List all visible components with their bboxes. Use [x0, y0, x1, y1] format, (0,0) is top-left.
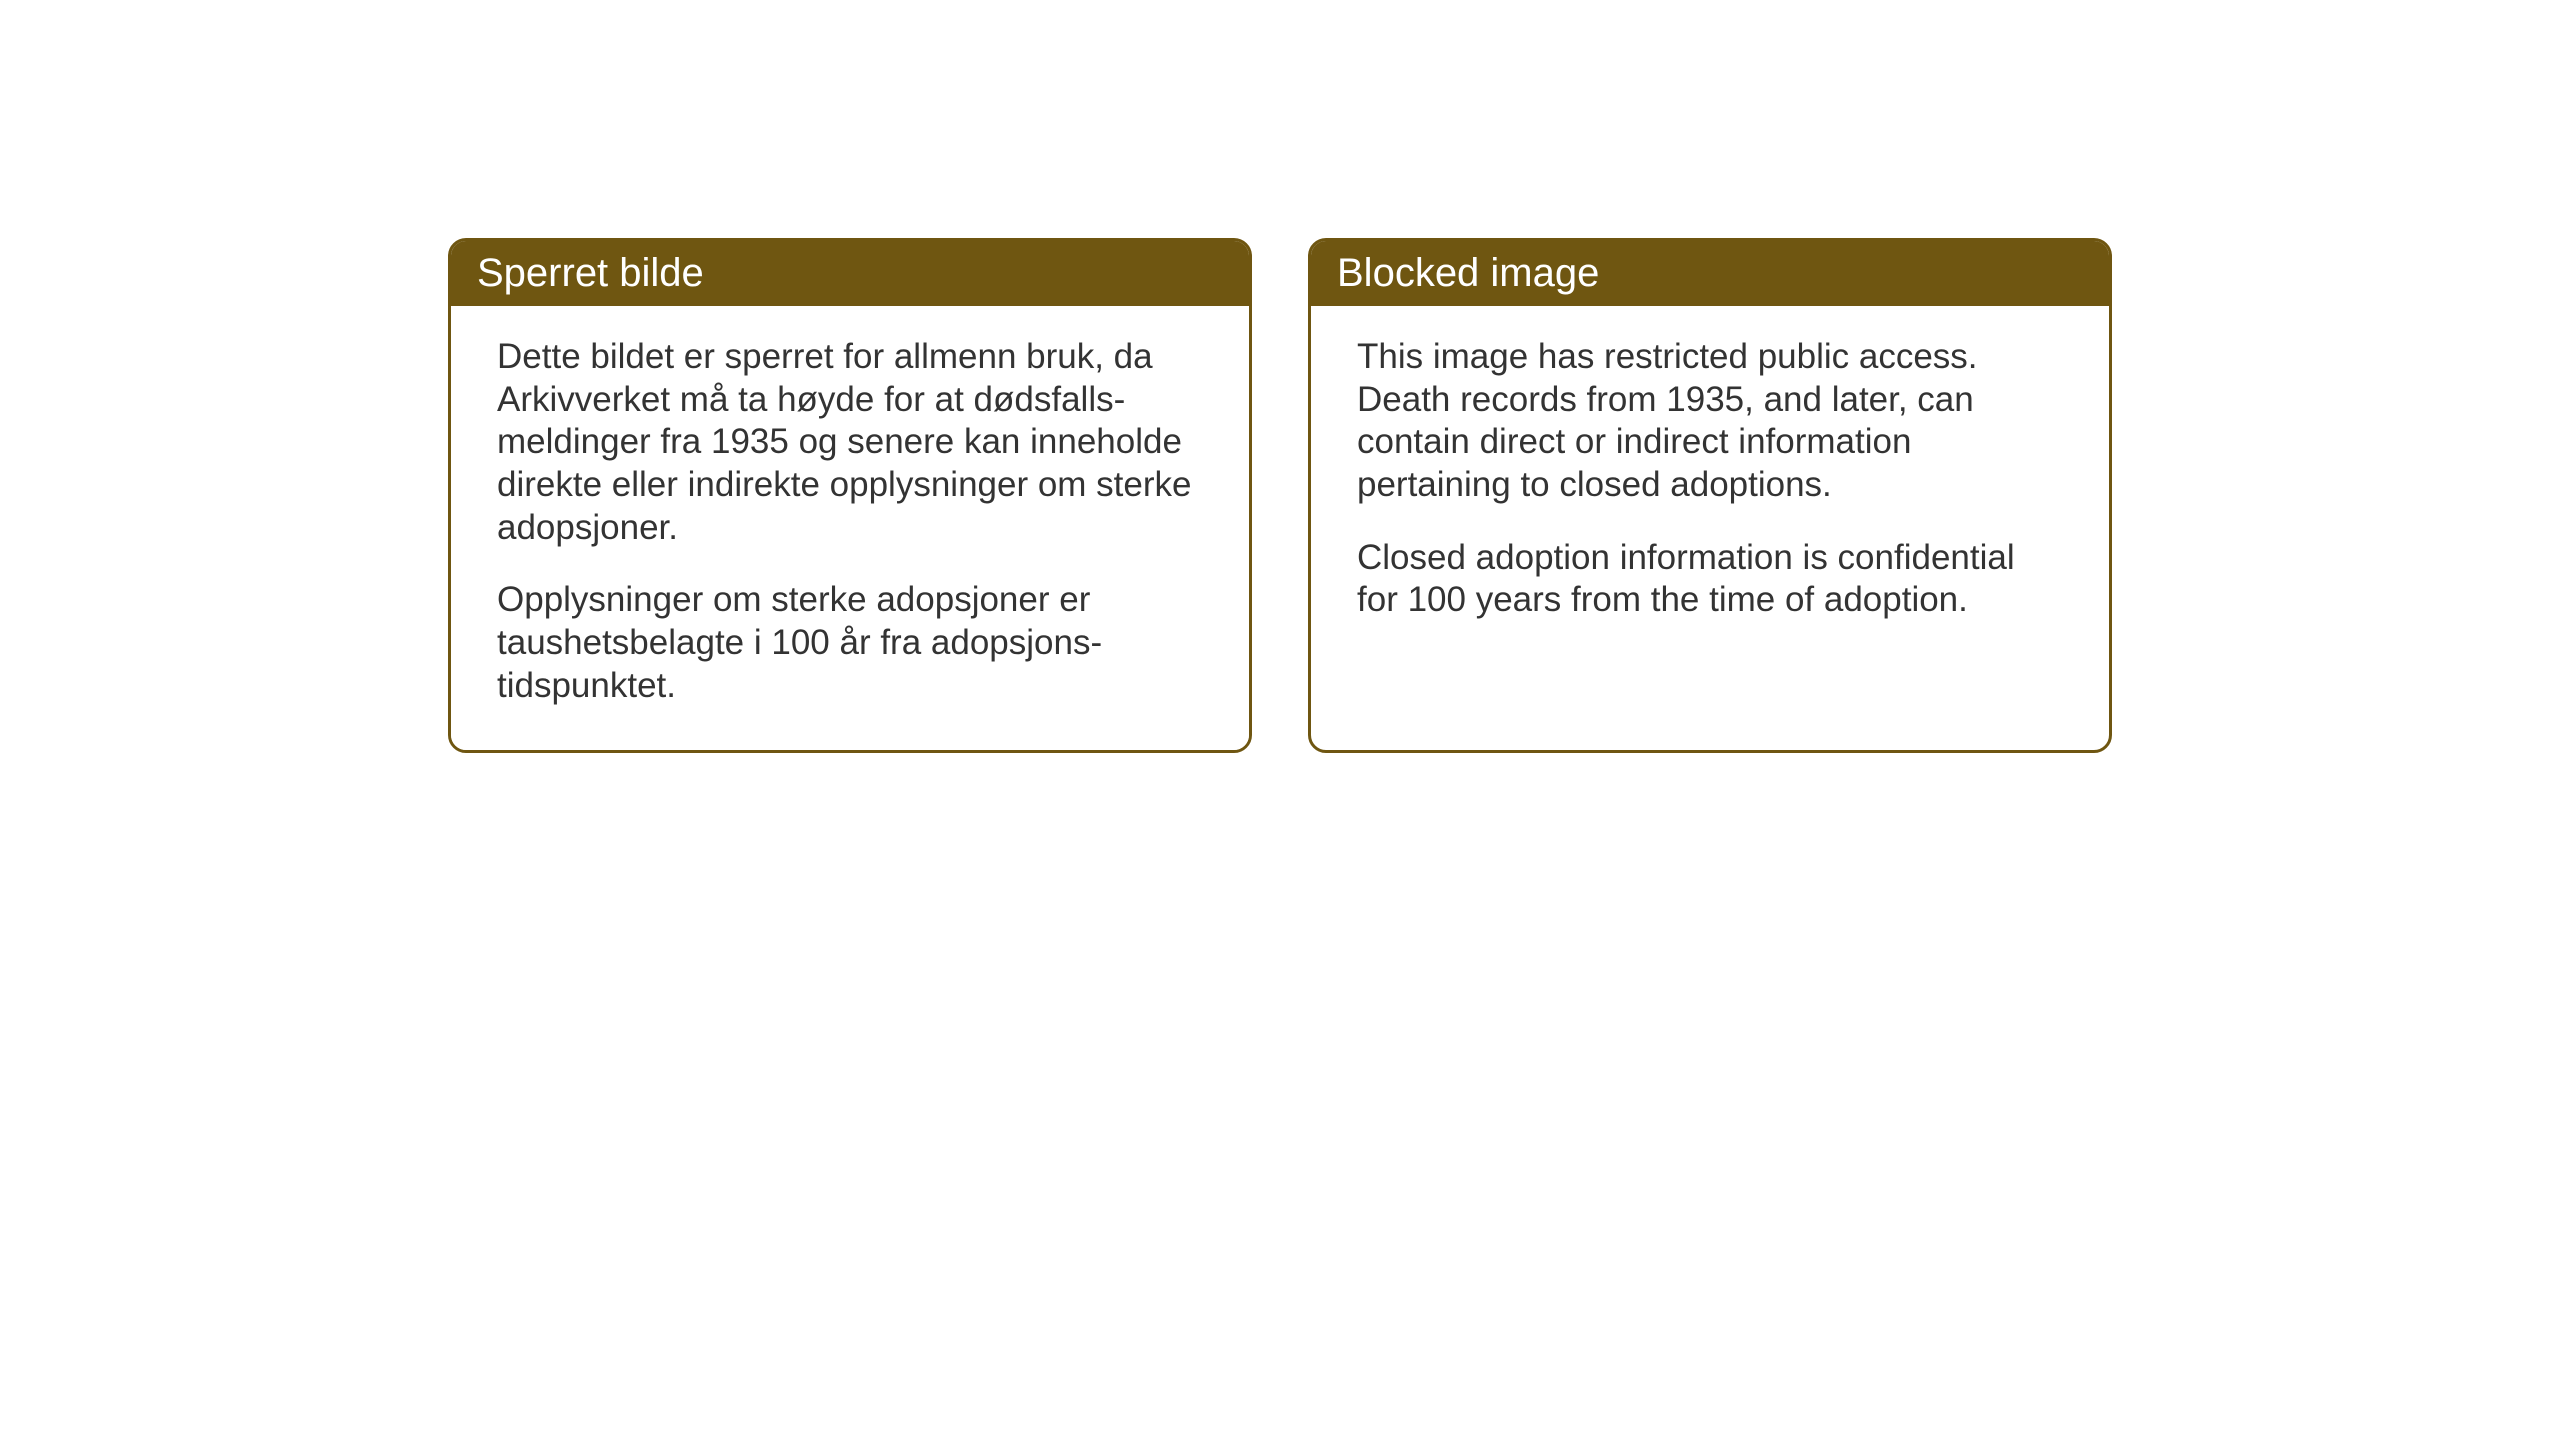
english-card-title: Blocked image	[1311, 241, 2109, 306]
english-paragraph-2: Closed adoption information is confident…	[1357, 537, 2063, 622]
english-card-body: This image has restricted public access.…	[1311, 306, 2109, 664]
english-paragraph-1: This image has restricted public access.…	[1357, 336, 2063, 507]
cards-container: Sperret bilde Dette bildet er sperret fo…	[448, 238, 2112, 753]
norwegian-paragraph-2: Opplysninger om sterke adopsjoner er tau…	[497, 579, 1203, 707]
norwegian-card-title: Sperret bilde	[451, 241, 1249, 306]
norwegian-paragraph-1: Dette bildet er sperret for allmenn bruk…	[497, 336, 1203, 549]
norwegian-card: Sperret bilde Dette bildet er sperret fo…	[448, 238, 1252, 753]
english-card: Blocked image This image has restricted …	[1308, 238, 2112, 753]
norwegian-card-body: Dette bildet er sperret for allmenn bruk…	[451, 306, 1249, 750]
